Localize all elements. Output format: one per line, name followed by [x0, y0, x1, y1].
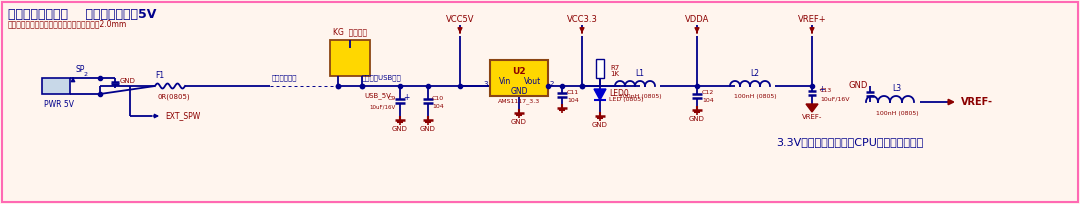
Text: L3: L3 — [892, 84, 902, 93]
Text: GND: GND — [392, 126, 408, 132]
Text: 1K: 1K — [610, 71, 619, 77]
Text: VREF+: VREF+ — [798, 15, 826, 24]
Text: USB_5V: USB_5V — [364, 92, 391, 99]
Text: 104: 104 — [702, 98, 714, 102]
Text: GND: GND — [420, 126, 436, 132]
Text: 104: 104 — [432, 104, 444, 110]
Text: GND: GND — [689, 116, 705, 122]
Text: 2: 2 — [84, 71, 87, 76]
Text: 选择外部供电: 选择外部供电 — [272, 74, 297, 81]
Text: 10uF/16V: 10uF/16V — [820, 96, 850, 102]
Text: GND: GND — [510, 86, 528, 95]
Text: 外部供电电源电路    输入电压范围：5V: 外部供电电源电路 输入电压范围：5V — [8, 8, 157, 21]
Text: GND: GND — [592, 122, 608, 128]
Text: 电源插座是有极性的，内正外负极，芯线直径2.0mm: 电源插座是有极性的，内正外负极，芯线直径2.0mm — [8, 19, 127, 28]
Text: 100nH (0805): 100nH (0805) — [733, 94, 777, 99]
Text: 104: 104 — [567, 98, 579, 102]
Text: Vin: Vin — [499, 78, 511, 86]
Text: 0R(0805): 0R(0805) — [157, 93, 190, 100]
Bar — [42, 78, 70, 94]
Text: C11: C11 — [567, 90, 579, 94]
Text: SP: SP — [76, 65, 85, 74]
Text: LED0: LED0 — [609, 90, 629, 99]
Text: VREF-: VREF- — [961, 97, 993, 107]
Text: VREF-: VREF- — [801, 114, 822, 120]
Text: GND: GND — [511, 119, 527, 125]
Bar — [596, 59, 604, 78]
Text: 3.3V电源电路（提供给CPU和大部分外设）: 3.3V电源电路（提供给CPU和大部分外设） — [777, 137, 923, 147]
Polygon shape — [806, 104, 818, 112]
Text: VCC5V: VCC5V — [446, 15, 474, 24]
Text: AMS1117_3.3: AMS1117_3.3 — [498, 98, 540, 104]
Text: 100nH (0805): 100nH (0805) — [876, 111, 918, 116]
Text: +: + — [818, 84, 825, 93]
Text: L2: L2 — [751, 69, 759, 78]
Text: GND: GND — [120, 78, 136, 84]
Text: 10uF/16V: 10uF/16V — [369, 104, 396, 110]
Text: C12: C12 — [702, 90, 714, 94]
Text: Vout: Vout — [525, 78, 542, 86]
Text: KG  拨动开关: KG 拨动开关 — [333, 27, 367, 36]
Polygon shape — [594, 89, 606, 100]
Text: C10: C10 — [432, 96, 444, 102]
Text: PWR 5V: PWR 5V — [44, 100, 75, 109]
Bar — [490, 60, 548, 96]
Text: +: + — [403, 93, 409, 102]
Text: 3: 3 — [484, 81, 488, 87]
FancyBboxPatch shape — [2, 2, 1078, 202]
Text: GND: GND — [849, 82, 868, 91]
Text: VDDA: VDDA — [685, 15, 710, 24]
Text: F1: F1 — [156, 71, 164, 80]
Text: LED (0805): LED (0805) — [609, 98, 644, 102]
Text: R7: R7 — [610, 65, 619, 71]
Text: VCC3.3: VCC3.3 — [567, 15, 597, 24]
Text: C13: C13 — [820, 89, 833, 93]
Text: L1: L1 — [635, 69, 645, 78]
Bar — [330, 40, 370, 76]
Text: EXT_SPW: EXT_SPW — [165, 112, 200, 121]
Text: C9: C9 — [388, 96, 396, 102]
Text: 100nH (0805): 100nH (0805) — [619, 94, 661, 99]
Text: U2: U2 — [512, 68, 526, 76]
Text: 2: 2 — [550, 81, 554, 87]
Text: 选择内部USB供电: 选择内部USB供电 — [362, 74, 402, 81]
